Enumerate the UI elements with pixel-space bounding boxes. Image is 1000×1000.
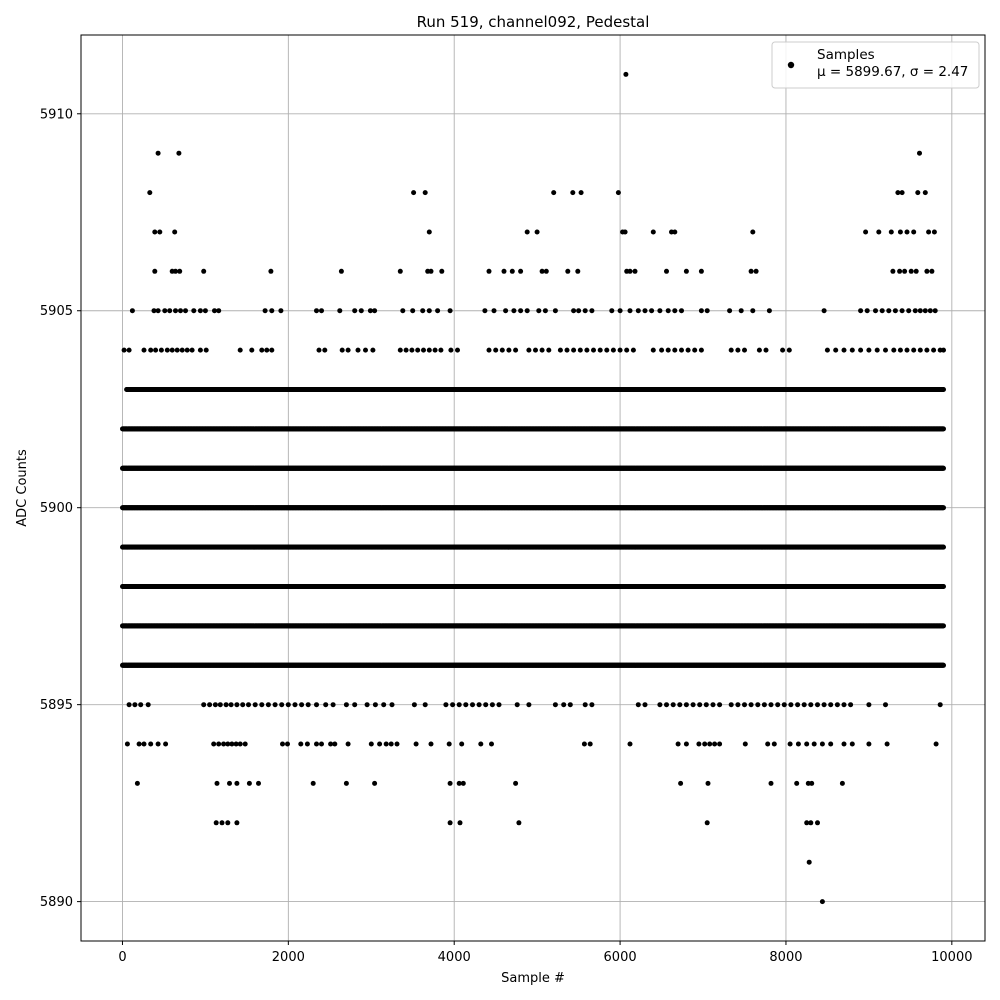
data-points xyxy=(120,71,946,905)
data-point xyxy=(941,662,946,668)
data-point xyxy=(941,623,946,629)
